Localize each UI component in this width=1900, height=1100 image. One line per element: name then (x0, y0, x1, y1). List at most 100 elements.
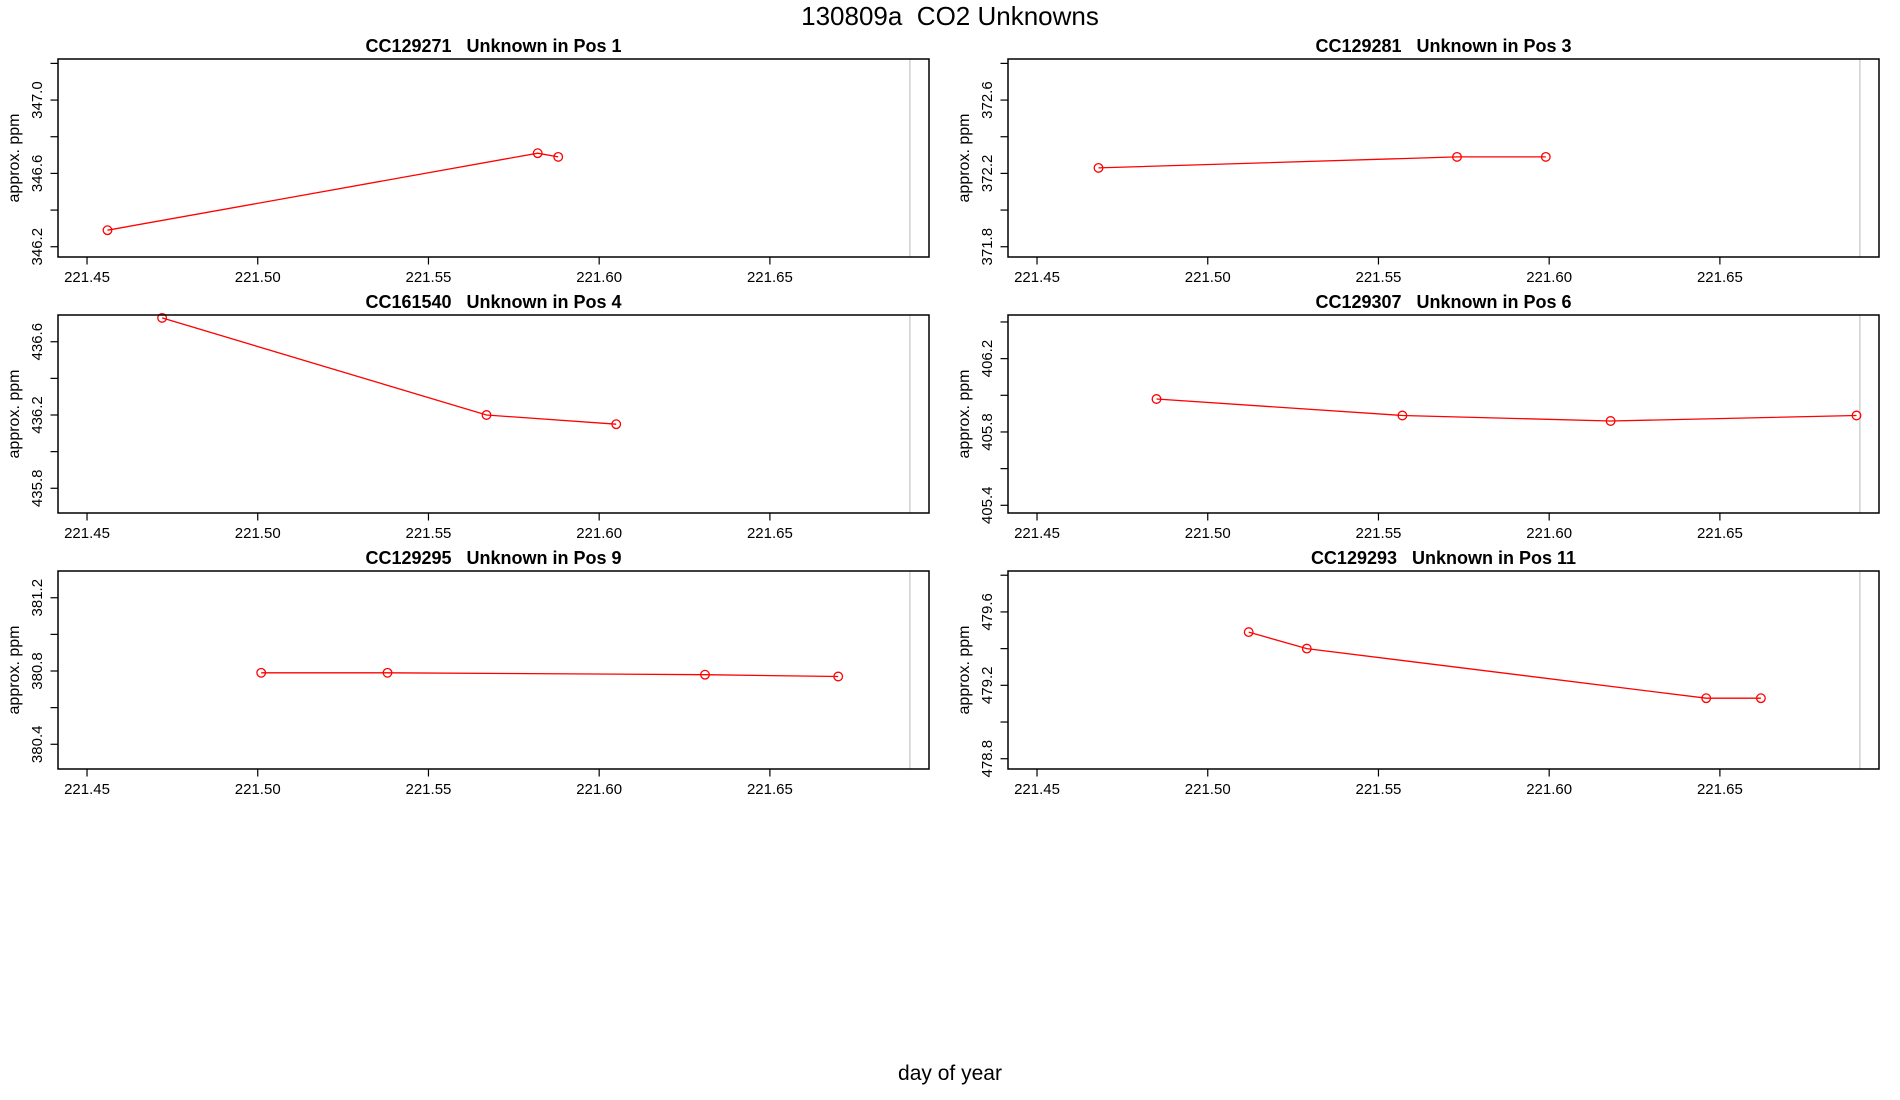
plot-box (1007, 570, 1880, 770)
data-line (1156, 398, 1857, 422)
plot-box (57, 314, 930, 514)
x-tick-label: 221.50 (1185, 269, 1231, 286)
plot-title: CC161540 Unknown in Pos 4 (365, 292, 621, 312)
plot-panel: 221.45 221.50 221.55 221.60 221.65 435.8 436.2… (0, 286, 950, 548)
data-point-marker (157, 312, 168, 323)
x-tick-label: 221.45 (1014, 269, 1060, 286)
data-line (261, 672, 839, 678)
x-tick-label: 221.60 (576, 269, 622, 286)
y-axis-label: approx. ppm (956, 370, 973, 459)
plot-title: CC129293 Unknown in Pos 11 (1311, 548, 1576, 568)
x-tick-label: 221.45 (64, 525, 110, 542)
data-point-marker (1452, 151, 1462, 162)
data-line (161, 317, 617, 425)
data-point-marker (1151, 394, 1162, 404)
x-tick-label: 221.65 (747, 269, 793, 286)
data-point-marker (256, 667, 267, 678)
data-point-marker (1755, 693, 1766, 704)
plot-svg: 221.45 221.50 221.55 221.60 221.65 380.4 380.8… (6, 548, 930, 798)
x-tick-label: 221.50 (1185, 781, 1231, 798)
y-tick-label: 346.6 (29, 155, 46, 193)
data-line (107, 152, 559, 231)
x-tick-label: 221.55 (1356, 781, 1402, 798)
y-tick-label: 346.2 (29, 228, 46, 266)
plot-box (1007, 314, 1880, 514)
plot-svg: 221.45 221.50 221.55 221.60 221.65 435.8 436.2… (6, 292, 930, 542)
y-tick-label: 479.2 (979, 667, 996, 705)
x-tick-label: 221.45 (64, 269, 110, 286)
y-tick-label: 436.2 (29, 396, 46, 434)
x-tick-label: 221.65 (1697, 781, 1743, 798)
x-tick-label: 221.55 (406, 525, 452, 542)
plot-title: CC129295 Unknown in Pos 9 (365, 548, 621, 568)
plot-panel: 221.45 221.50 221.55 221.60 221.65 405.4 405.8… (950, 286, 1900, 548)
x-tick-label: 221.60 (576, 781, 622, 798)
data-point-marker (481, 410, 492, 420)
x-tick-label: 221.65 (747, 525, 793, 542)
plot-title: CC129271 Unknown in Pos 1 (365, 36, 621, 56)
x-tick-label: 221.55 (406, 781, 452, 798)
data-point-marker (1701, 693, 1712, 704)
y-axis-label: approx. ppm (956, 114, 973, 203)
y-tick-label: 380.4 (29, 726, 46, 764)
plot-svg: 221.45 221.50 221.55 221.60 221.65 346.2 346.6… (6, 36, 930, 286)
plot-panel: 221.45 221.50 221.55 221.60 221.65 346.2 346.6… (0, 30, 950, 292)
y-tick-label: 372.2 (979, 155, 996, 193)
x-tick-label: 221.50 (1185, 525, 1231, 542)
x-tick-label: 221.60 (1526, 525, 1572, 542)
data-point-marker (532, 148, 543, 159)
data-point-marker (1540, 151, 1551, 162)
plot-svg: 221.45 221.50 221.55 221.60 221.65 371.8 372.2… (956, 36, 1880, 286)
x-tick-label: 221.65 (747, 781, 793, 798)
y-tick-label: 479.6 (979, 593, 996, 631)
y-tick-label: 380.8 (29, 652, 46, 690)
data-point-marker (382, 667, 393, 678)
data-point-marker (611, 419, 622, 430)
y-tick-label: 381.2 (29, 579, 46, 617)
x-tick-label: 221.65 (1697, 269, 1743, 286)
y-axis-label: approx. ppm (956, 626, 973, 715)
y-tick-label: 406.2 (979, 340, 996, 378)
x-tick-label: 221.55 (1356, 269, 1402, 286)
y-axis-label: approx. ppm (6, 114, 23, 203)
y-tick-label: 405.8 (979, 413, 996, 451)
plot-title: CC129307 Unknown in Pos 6 (1315, 292, 1571, 312)
x-tick-label: 221.60 (1526, 781, 1572, 798)
y-tick-label: 436.6 (29, 323, 46, 361)
x-tick-label: 221.60 (576, 525, 622, 542)
data-point-marker (1093, 162, 1104, 173)
plot-box (57, 58, 930, 258)
data-point-marker (833, 671, 844, 682)
plot-svg: 221.45 221.50 221.55 221.60 221.65 478.8 479.2… (956, 548, 1880, 798)
data-point-marker (1851, 410, 1862, 421)
x-axis-label: day of year (898, 1062, 1002, 1085)
data-point-marker (553, 151, 564, 162)
y-axis-label: approx. ppm (6, 626, 23, 715)
y-tick-label: 478.8 (979, 740, 996, 778)
x-tick-label: 221.50 (235, 781, 281, 798)
x-tick-label: 221.45 (1014, 781, 1060, 798)
x-tick-label: 221.50 (235, 269, 281, 286)
data-point-marker (1301, 643, 1312, 654)
x-tick-label: 221.65 (1697, 525, 1743, 542)
plot-panel: 221.45 221.50 221.55 221.60 221.65 380.4 380.8… (0, 542, 950, 804)
data-line (1098, 156, 1546, 169)
data-point-marker (1243, 627, 1254, 638)
y-tick-label: 371.8 (979, 228, 996, 266)
x-tick-label: 221.45 (1014, 525, 1060, 542)
y-tick-label: 405.4 (979, 487, 996, 525)
data-point-marker (1605, 416, 1616, 426)
x-tick-label: 221.55 (1356, 525, 1402, 542)
x-tick-label: 221.50 (235, 525, 281, 542)
y-tick-label: 435.8 (29, 470, 46, 508)
plot-box (57, 570, 930, 770)
x-tick-label: 221.60 (1526, 269, 1572, 286)
y-axis-label: approx. ppm (6, 370, 23, 459)
data-point-marker (102, 225, 113, 236)
data-point-marker (1397, 410, 1408, 421)
plot-title: CC129281 Unknown in Pos 3 (1315, 36, 1571, 56)
y-tick-label: 347.0 (29, 81, 46, 119)
figure-title: 130809a CO2 Unknowns (801, 1, 1099, 31)
y-tick-label: 372.6 (979, 81, 996, 119)
plot-panel: 221.45 221.50 221.55 221.60 221.65 371.8 372.2… (950, 30, 1900, 292)
